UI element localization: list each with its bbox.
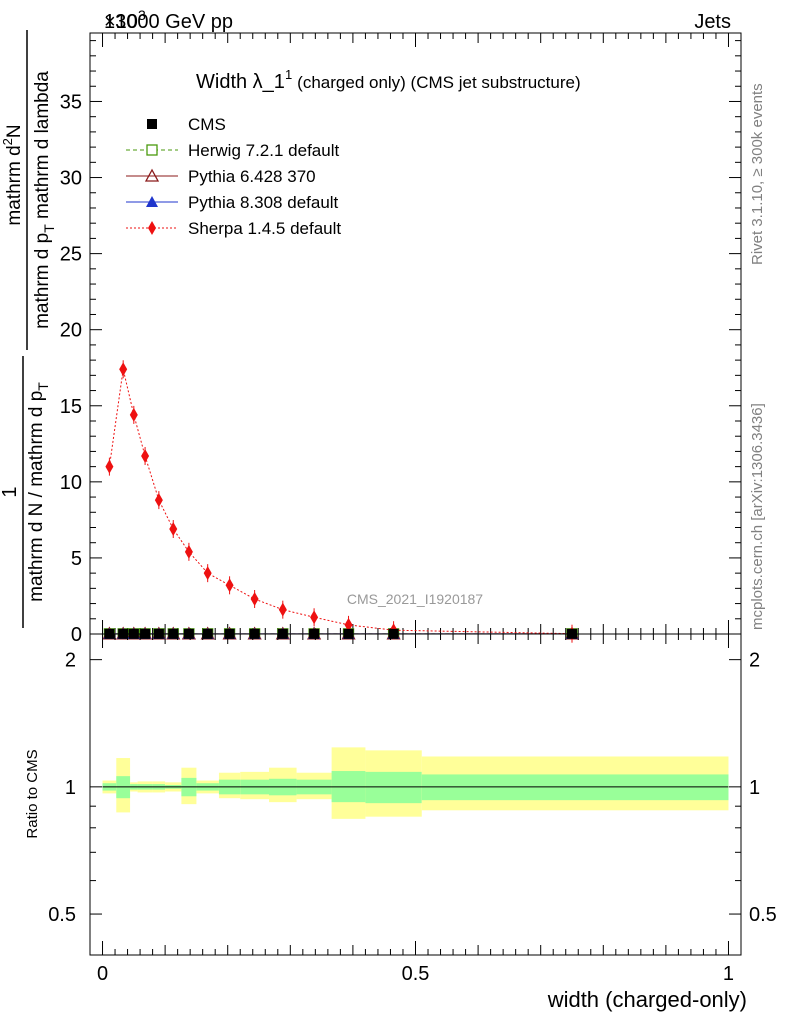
header-left: 13000 GeV pp [104,11,233,33]
main-ytick-label: 25 [60,244,82,266]
data-point [278,602,287,617]
data-point [310,610,319,625]
main-ylabel: 1 mathrm d N / mathrm d pT mathrm d2N ma… [0,30,57,628]
x-axis-label: width (charged-only) [547,987,747,1012]
legend-label: Pythia 8.308 default [188,193,339,212]
series-line [108,369,573,635]
data-point [105,459,114,474]
ratio-ytick-label: 1 [65,777,76,799]
data-point [169,522,178,537]
legend: CMS Herwig 7.2.1 default Pythia 6.428 370 P… [126,115,341,238]
ratio-ytick-label-right: 0.5 [749,904,777,926]
series-layer [102,360,580,643]
legend-entry: Sherpa 1.4.5 default [126,219,341,238]
legend-label: Sherpa 1.4.5 default [188,219,341,238]
main-ytick-label: 10 [60,472,82,494]
legend-entry: CMS [147,115,226,134]
legend-marker [146,196,158,207]
series-sherpa-1-4-5-default [105,360,576,643]
rivet-label: Rivet 3.1.10, ≥ 300k events [749,83,766,265]
svg-text:mathrm d N / mathrm d pT: mathrm d N / mathrm d pT [26,382,51,602]
ratio-band-inner [365,771,422,804]
legend-entry: Pythia 6.428 370 [126,167,316,186]
legend-entry: Pythia 8.308 default [126,193,339,212]
svg-text:1: 1 [0,486,21,497]
legend-marker [144,168,160,182]
data-point [129,407,138,422]
plot-title: Width λ_11 (charged only) (CMS jet substr… [196,67,581,93]
header-right: Jets [694,11,731,33]
svg-text:mathrm d2N: mathrm d2N [0,124,25,225]
data-point [154,493,163,508]
legend-entry: Herwig 7.2.1 default [126,141,339,160]
data-point [250,592,259,607]
legend-marker [148,221,156,235]
ratio-xtick-label: 0.5 [402,963,430,985]
ratio-ticks: 0 0.5 1 0.5 0.5 1 1 2 2 [48,634,777,985]
mcplots-label: mcplots.cern.ch [arXiv:1306.3436] [749,403,766,630]
ratio-ylabel: Ratio to CMS [24,749,41,838]
ratio-ytick-label-right: 2 [749,650,760,672]
exponent-label: ×103 [104,7,146,33]
data-point [225,578,234,593]
ratio-ytick-label-right: 1 [749,777,760,799]
data-point [184,544,193,559]
main-ytick-label: 5 [71,548,82,570]
legend-marker [147,119,157,129]
ratio-ytick-label: 2 [65,650,76,672]
main-y-ticks: 0 5 10 15 20 25 30 35 [60,40,741,646]
main-ytick-label: 0 [71,624,82,646]
svg-text:mathrm d pT mathrm d lambda: mathrm d pT mathrm d lambda [32,71,57,329]
watermark: CMS_2021_I1920187 [347,591,483,607]
legend-label: CMS [188,115,226,134]
legend-label: Herwig 7.2.1 default [188,141,339,160]
legend-marker [146,144,158,156]
main-ytick-label: 30 [60,168,82,190]
data-point [344,617,353,632]
ratio-xtick-label: 0 [97,963,108,985]
legend-label: Pythia 6.428 370 [188,167,316,186]
main-ytick-label: 35 [60,91,82,113]
data-point [203,566,212,581]
ratio-bands [102,747,729,819]
data-point [119,362,128,377]
main-ytick-label: 20 [60,320,82,342]
ratio-xtick-label: 1 [723,963,734,985]
ratio-ytick-label: 0.5 [48,904,76,926]
data-point [141,448,150,463]
main-ytick-label: 15 [60,396,82,418]
